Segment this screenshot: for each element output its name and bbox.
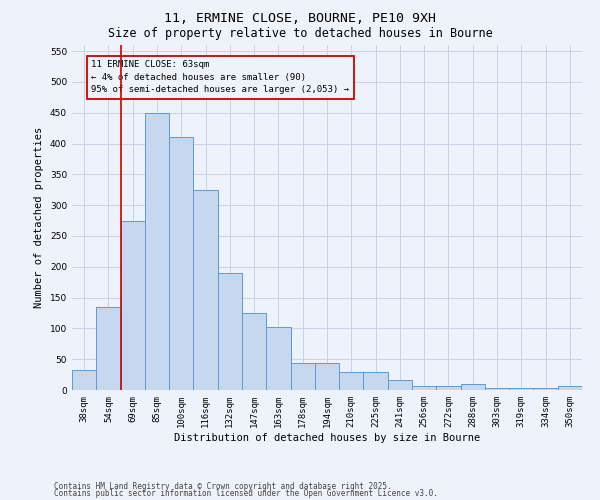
Bar (509, 388, 533, 390)
Bar (96, 307, 121, 390)
Bar (193, 190, 218, 390)
Bar (169, 138, 193, 390)
Bar (315, 363, 339, 390)
Bar (461, 384, 485, 390)
Bar (266, 327, 290, 390)
Bar (218, 273, 242, 390)
Text: 11, ERMINE CLOSE, BOURNE, PE10 9XH: 11, ERMINE CLOSE, BOURNE, PE10 9XH (164, 12, 436, 26)
Bar (436, 386, 461, 390)
Text: Contains HM Land Registry data © Crown copyright and database right 2025.: Contains HM Land Registry data © Crown c… (54, 482, 392, 491)
Bar (145, 113, 169, 390)
Bar (121, 220, 145, 390)
Bar (242, 313, 266, 390)
Bar (485, 388, 509, 390)
Text: 11 ERMINE CLOSE: 63sqm
← 4% of detached houses are smaller (90)
95% of semi-deta: 11 ERMINE CLOSE: 63sqm ← 4% of detached … (91, 60, 349, 94)
Text: Size of property relative to detached houses in Bourne: Size of property relative to detached ho… (107, 28, 493, 40)
Bar (339, 372, 364, 390)
Bar (388, 380, 412, 390)
Bar (364, 372, 388, 390)
Bar (558, 386, 582, 390)
Text: Contains public sector information licensed under the Open Government Licence v3: Contains public sector information licen… (54, 490, 438, 498)
X-axis label: Distribution of detached houses by size in Bourne: Distribution of detached houses by size … (174, 432, 480, 442)
Bar (412, 386, 436, 390)
Bar (533, 388, 558, 390)
Bar (290, 363, 315, 390)
Bar (72, 370, 96, 390)
Y-axis label: Number of detached properties: Number of detached properties (34, 127, 44, 308)
